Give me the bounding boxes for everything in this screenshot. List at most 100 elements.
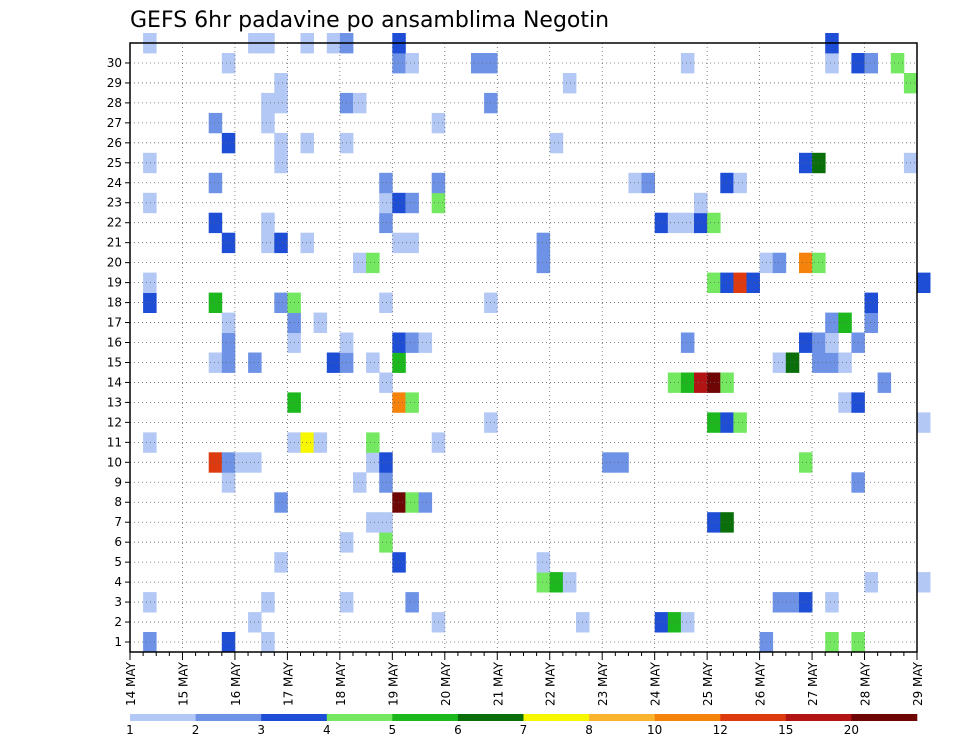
- precip-cell: [654, 612, 669, 633]
- precip-cell: [772, 252, 787, 274]
- precip-cell: [720, 412, 734, 433]
- precip-cell: [274, 152, 288, 174]
- colorbar-swatch: [130, 714, 196, 721]
- precip-cell: [694, 372, 708, 393]
- precip-cell: [602, 452, 616, 473]
- precip-cell: [799, 592, 813, 613]
- precip-cell: [536, 572, 551, 593]
- precip-cell: [628, 172, 642, 194]
- y-tick-label: 5: [114, 555, 122, 569]
- precip-cell: [799, 332, 813, 353]
- precip-cell: [221, 53, 236, 74]
- precip-cell: [694, 192, 708, 214]
- y-tick-label: 8: [114, 495, 122, 509]
- precip-cell: [785, 592, 800, 613]
- precip-cell: [274, 292, 288, 313]
- precip-cell: [208, 352, 223, 373]
- precip-cell: [353, 472, 367, 493]
- y-tick-label: 28: [107, 96, 122, 110]
- precip-cell: [366, 432, 380, 453]
- x-tick-label: 28 MAY: [859, 661, 873, 706]
- x-tick-label: 29 MAY: [911, 661, 925, 706]
- precip-cell: [720, 172, 734, 194]
- colorbar-swatch: [261, 714, 328, 721]
- precip-cell: [536, 232, 551, 254]
- colorbar-swatch: [720, 714, 787, 721]
- precip-cell: [772, 352, 787, 373]
- x-tick-label: 18 MAY: [334, 661, 348, 706]
- y-tick-label: 26: [107, 136, 122, 150]
- precip-cell: [680, 612, 695, 633]
- precip-cell: [274, 92, 288, 114]
- x-tick-label: 20 MAY: [439, 661, 453, 706]
- y-tick-label: 17: [107, 316, 122, 330]
- precip-cell: [261, 212, 275, 234]
- colorbar-label: 2: [192, 723, 200, 737]
- grid-layer: [130, 43, 917, 652]
- precip-cell: [274, 132, 288, 154]
- precip-cell: [300, 432, 314, 453]
- precip-cell: [379, 192, 393, 214]
- y-tick-label: 15: [107, 355, 122, 369]
- precip-cell: [221, 232, 236, 254]
- x-tick-label: 19 MAY: [386, 661, 400, 706]
- precip-cell: [379, 532, 393, 553]
- colorbar-label: 5: [388, 723, 396, 737]
- colorbar-label: 7: [520, 723, 528, 737]
- colorbar-label: 10: [647, 723, 662, 737]
- precip-cell: [405, 492, 419, 513]
- precip-cell: [366, 352, 380, 373]
- chart-title: GEFS 6hr padavine po ansamblima Negotin: [130, 8, 609, 33]
- precip-cell: [799, 452, 813, 473]
- precip-cell: [261, 232, 275, 254]
- y-tick-label: 12: [107, 415, 122, 429]
- precip-cell: [208, 112, 223, 134]
- y-axis: 1234567891011121314151617181920212223242…: [107, 56, 130, 649]
- precip-cell: [707, 272, 721, 293]
- x-tick-label: 14 MAY: [124, 661, 138, 706]
- colorbar-swatch: [851, 714, 918, 721]
- precip-cell: [379, 452, 393, 473]
- precip-cell: [208, 212, 223, 234]
- precip-cell: [221, 472, 236, 493]
- plot-frame: [129, 42, 918, 653]
- precip-cell: [379, 212, 393, 234]
- y-tick-label: 24: [107, 176, 122, 190]
- precip-cell: [917, 272, 931, 293]
- x-tick-label: 27 MAY: [806, 661, 820, 706]
- x-axis: 14 MAY 15 MAY 16 MAY 17 MAY 18 MAY 19 MAY 20 M…: [124, 652, 925, 706]
- precip-cell: [274, 232, 288, 254]
- cells-layer: [143, 33, 931, 653]
- precip-cell: [825, 352, 839, 373]
- colorbar-legend: 1 2 3 4 5 6 7 8 10 12 15 20: [126, 714, 918, 737]
- precip-cell: [208, 292, 223, 313]
- precip-cell: [917, 412, 931, 433]
- precip-cell: [221, 352, 236, 373]
- precip-cell: [221, 452, 236, 473]
- y-tick-label: 29: [107, 76, 122, 90]
- y-tick-label: 30: [107, 56, 122, 70]
- precip-cell: [392, 492, 406, 513]
- precip-cell: [838, 312, 852, 333]
- precip-cell: [877, 372, 892, 393]
- x-tick-label: 15 MAY: [176, 661, 190, 706]
- precip-cell: [707, 212, 721, 234]
- precip-cell: [549, 572, 564, 593]
- colorbar-swatch: [523, 714, 590, 721]
- precip-cell: [720, 272, 734, 293]
- precip-cell: [654, 212, 669, 234]
- precip-cell: [562, 73, 577, 94]
- colorbar-label: 6: [454, 723, 462, 737]
- precip-cell: [221, 332, 236, 353]
- precip-cell: [733, 412, 747, 433]
- precip-cell: [353, 92, 367, 114]
- precip-cell: [261, 632, 275, 653]
- precip-cell: [418, 492, 433, 513]
- precip-cell: [143, 292, 157, 313]
- precip-cell: [785, 352, 800, 373]
- precip-cell: [707, 372, 721, 393]
- precip-cell: [208, 172, 223, 194]
- colorbar-label: 1: [126, 723, 134, 737]
- precip-cell: [536, 552, 551, 573]
- y-tick-label: 20: [107, 256, 122, 270]
